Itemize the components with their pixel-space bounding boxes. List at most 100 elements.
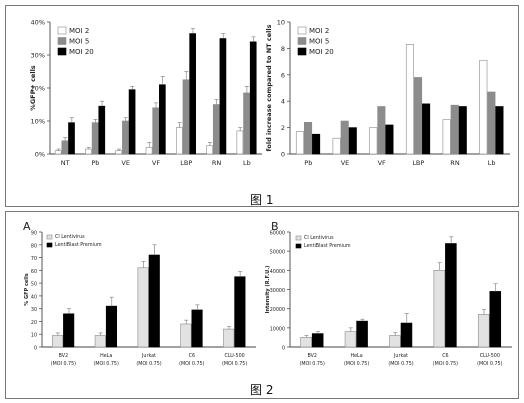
figure-2-panel: [5, 211, 519, 399]
y-tick-label: 80: [31, 243, 37, 249]
legend-label: LentiBlast Premium: [304, 243, 351, 249]
y-tick-label: 40: [31, 294, 37, 300]
x-tick-label: RN: [450, 159, 460, 167]
x-tick-label: CLU-500: [225, 353, 245, 359]
legend-label: Cl Lentivirus: [55, 234, 85, 240]
x-tick-label: Jurkat: [393, 353, 408, 359]
x-tick-label: Pb: [91, 159, 99, 167]
y-tick-label: 0%: [35, 151, 45, 159]
y-tick-label: 10: [31, 333, 37, 339]
y-axis-label: fold increase compared to NT cells: [265, 24, 273, 151]
y-tick-label: 4: [281, 98, 285, 106]
y-tick-label: 40%: [31, 19, 45, 27]
figure-2-caption: 图 2: [250, 383, 274, 397]
x-tick-label: VF: [378, 159, 386, 167]
y-tick-label: 50000: [270, 250, 285, 256]
bar: [295, 131, 305, 155]
x-tick-label: VF: [152, 159, 160, 167]
x-tick-label: HeLa: [100, 353, 112, 359]
bar: [344, 331, 357, 348]
bar: [369, 127, 378, 155]
bar: [356, 320, 368, 348]
legend-label: MOI 2: [69, 27, 89, 35]
x-tick-label: HeLa: [351, 353, 363, 359]
y-tick-label: 20%: [31, 85, 45, 93]
bar: [377, 106, 386, 155]
x-tick-label: (MOI 0.75): [222, 361, 247, 367]
bar: [442, 119, 451, 155]
y-tick-label: 0: [34, 346, 37, 352]
x-tick-label: VE: [121, 159, 130, 167]
bar: [385, 124, 394, 155]
y-axis-label: Intensity (R.F.U.): [265, 266, 271, 314]
bar: [477, 314, 490, 348]
legend-swatch: [57, 26, 67, 35]
x-tick-label: BV2: [59, 353, 68, 359]
x-tick-label: Lb: [243, 159, 251, 167]
bar: [311, 333, 324, 348]
y-tick-label: 30: [31, 307, 37, 313]
legend-swatch: [297, 26, 307, 35]
bar: [312, 133, 321, 155]
y-tick-label: 90: [31, 231, 37, 237]
x-tick-label: Pb: [304, 159, 312, 167]
x-tick-label: BV2: [307, 353, 316, 359]
y-tick-label: 10%: [31, 118, 45, 126]
x-tick-label: C6: [189, 353, 195, 359]
x-tick-label: LBP: [180, 159, 192, 167]
x-tick-label: RN: [212, 159, 222, 167]
legend-swatch: [295, 243, 302, 249]
x-tick-label: Jurkat: [141, 353, 156, 359]
y-tick-label: 10: [277, 19, 285, 27]
legend-label: MOI 5: [69, 38, 89, 46]
y-tick-label: 30000: [270, 288, 285, 294]
x-tick-label: (MOI 0.75): [51, 361, 76, 367]
x-tick-label: (MOI 0.75): [388, 361, 413, 367]
y-tick-label: 20000: [270, 307, 285, 313]
bar: [340, 120, 349, 155]
bar: [413, 77, 423, 155]
bar: [332, 137, 341, 155]
bar: [495, 106, 504, 155]
bar: [405, 44, 415, 155]
bar: [400, 322, 413, 348]
legend-swatch: [57, 37, 67, 45]
x-tick-label: (MOI 0.75): [344, 361, 369, 367]
bar: [348, 127, 357, 155]
bar: [458, 106, 467, 155]
legend-label: MOI 5: [309, 38, 329, 46]
x-tick-label: VE: [341, 159, 350, 167]
x-tick-label: Lb: [488, 159, 496, 167]
y-tick-label: 2: [281, 124, 285, 132]
panel-label: A: [23, 220, 31, 233]
legend-label: Cl Lentivirus: [304, 235, 334, 241]
x-tick-label: (MOI 0.75): [433, 361, 458, 367]
x-tick-label: NT: [61, 159, 70, 167]
y-tick-label: 30%: [31, 52, 45, 60]
y-tick-label: 60: [31, 269, 37, 275]
y-tick-label: 70: [31, 256, 37, 262]
bar: [450, 104, 459, 155]
x-tick-label: LBP: [412, 159, 424, 167]
y-tick-label: 10000: [270, 326, 285, 332]
y-tick-label: 6: [281, 71, 285, 79]
panel-label: B: [271, 220, 279, 233]
x-tick-label: C6: [442, 353, 448, 359]
bar: [422, 103, 431, 155]
y-tick-label: 0: [281, 151, 285, 159]
legend-label: MOI 20: [69, 48, 94, 56]
figure-1-caption: 图 1: [250, 193, 274, 207]
y-tick-label: 0: [282, 346, 285, 352]
bar: [487, 91, 496, 155]
legend-label: MOI 20: [309, 48, 334, 56]
bar: [303, 122, 313, 155]
legend-label: LentiBlast Premium: [55, 242, 102, 248]
x-tick-label: CLU-500: [480, 353, 500, 359]
x-tick-label: (MOI 0.75): [94, 361, 119, 367]
legend-swatch: [46, 234, 53, 240]
y-tick-label: 8: [281, 45, 285, 53]
y-tick-label: 50: [31, 282, 37, 288]
